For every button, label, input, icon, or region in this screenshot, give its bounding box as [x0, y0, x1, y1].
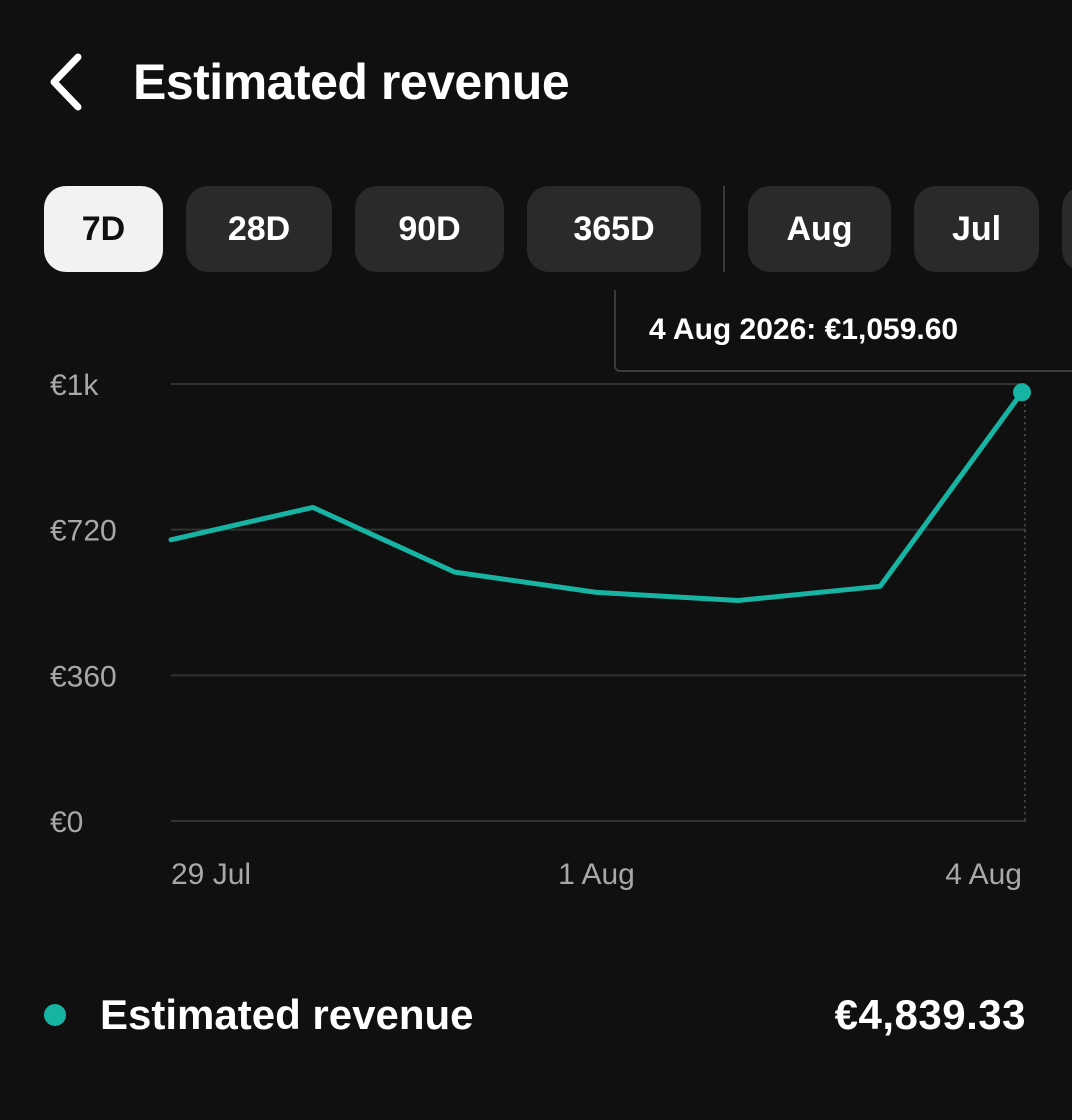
legend: Estimated revenue €4,839.33	[0, 980, 1072, 1050]
y-tick-label: €1k	[50, 369, 99, 402]
back-button[interactable]	[38, 50, 94, 114]
header: Estimated revenue	[0, 0, 1072, 160]
y-tick-label: €720	[50, 515, 117, 548]
tab-jul[interactable]: Jul	[914, 186, 1039, 272]
chart-tooltip: 4 Aug 2026: €1,059.60	[614, 290, 1072, 372]
x-tick-label: 1 Aug	[558, 858, 635, 891]
data-point	[1013, 383, 1031, 402]
legend-label: Estimated revenue	[100, 991, 474, 1038]
chevron-left-icon	[50, 53, 82, 111]
chart-svg: €0 €360 €720 €1k 29 Jul 1 Aug 4 Aug	[50, 369, 1031, 891]
y-tick-label: €0	[50, 806, 83, 839]
x-tick-label: 4 Aug	[945, 858, 1022, 891]
page-title: Estimated revenue	[133, 54, 570, 110]
x-tick-label: 29 Jul	[171, 858, 251, 891]
tab-divider	[723, 186, 725, 272]
tab-365d[interactable]: 365D	[527, 186, 701, 272]
legend-value: €4,839.33	[834, 991, 1026, 1038]
revenue-chart: €0 €360 €720 €1k 29 Jul 1 Aug 4 Aug	[0, 290, 1072, 910]
period-tabs: 7D 28D 90D 365D Aug Jul	[44, 186, 1072, 272]
tab-28d[interactable]: 28D	[186, 186, 332, 272]
y-tick-label: €360	[50, 660, 117, 693]
legend-dot-icon	[44, 1004, 66, 1026]
series-line	[168, 389, 1025, 603]
tab-more[interactable]	[1062, 186, 1072, 272]
tab-7d[interactable]: 7D	[44, 186, 163, 272]
tab-aug[interactable]: Aug	[748, 186, 891, 272]
tab-90d[interactable]: 90D	[355, 186, 504, 272]
